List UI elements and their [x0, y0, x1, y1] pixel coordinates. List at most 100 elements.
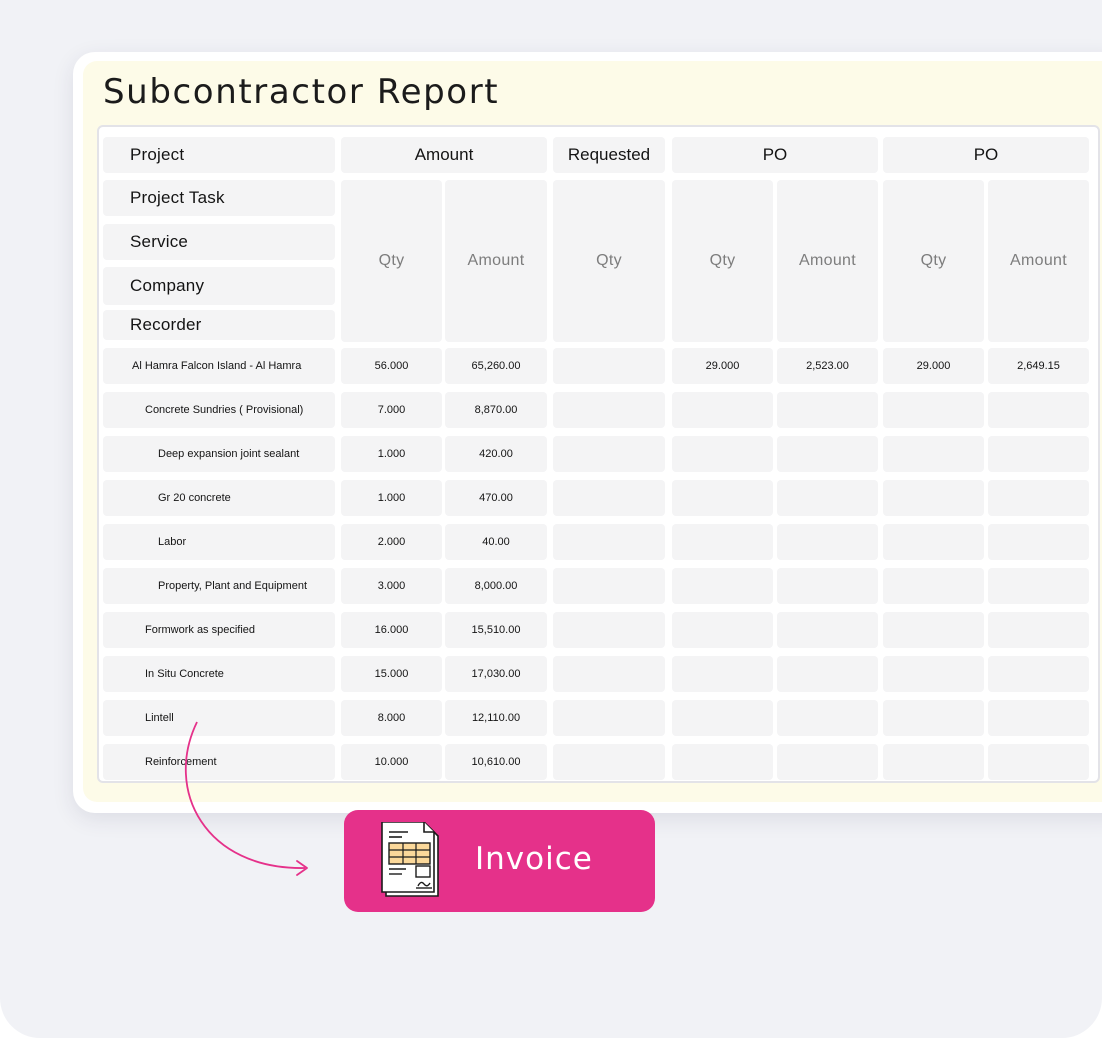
cell-requested-qty [553, 348, 665, 384]
cell-po1-qty [672, 612, 773, 648]
invoice-button-label: Invoice [475, 841, 593, 877]
cell-po2-amount [988, 392, 1089, 428]
cell-po1-amount: 2,523.00 [777, 348, 878, 384]
table-row-label: Lintell [103, 700, 335, 736]
cell-po2-amount [988, 480, 1089, 516]
cell-qty: 2.000 [341, 524, 442, 560]
cell-po1-qty [672, 744, 773, 780]
cell-po2-qty [883, 480, 984, 516]
cell-requested-qty [553, 392, 665, 428]
cell-po2-amount [988, 744, 1089, 780]
cell-po1-amount [777, 568, 878, 604]
cell-requested-qty [553, 700, 665, 736]
header-po2-amount: Amount [988, 180, 1089, 342]
cell-po2-qty [883, 568, 984, 604]
cell-requested-qty [553, 524, 665, 560]
table-row-label: Property, Plant and Equipment [103, 568, 335, 604]
table-row-label: Concrete Sundries ( Provisional) [103, 392, 335, 428]
invoice-document-icon [381, 822, 439, 897]
cell-amount: 8,870.00 [445, 392, 547, 428]
cell-amount: 8,000.00 [445, 568, 547, 604]
cell-amount: 470.00 [445, 480, 547, 516]
cell-po2-amount [988, 700, 1089, 736]
cell-po2-amount [988, 612, 1089, 648]
header-po1-qty: Qty [672, 180, 773, 342]
cell-requested-qty [553, 612, 665, 648]
cell-qty: 8.000 [341, 700, 442, 736]
cell-qty: 16.000 [341, 612, 442, 648]
cell-amount: 420.00 [445, 436, 547, 472]
header-amount-amount: Amount [445, 180, 547, 342]
cell-po1-amount [777, 656, 878, 692]
table-row-label: Deep expansion joint sealant [103, 436, 335, 472]
cell-po2-amount [988, 436, 1089, 472]
cell-qty: 56.000 [341, 348, 442, 384]
cell-po2-amount [988, 524, 1089, 560]
cell-po2-qty [883, 392, 984, 428]
cell-requested-qty [553, 656, 665, 692]
cell-po1-qty [672, 568, 773, 604]
header-po2-qty: Qty [883, 180, 984, 342]
dimension-label: Project Task [103, 180, 335, 216]
cell-requested-qty [553, 568, 665, 604]
cell-po2-qty [883, 436, 984, 472]
cell-po1-amount [777, 700, 878, 736]
header-po-group-1: PO [672, 137, 878, 173]
cell-po2-qty [883, 700, 984, 736]
table-row-label: Al Hamra Falcon Island - Al Hamra [103, 348, 335, 384]
cell-po2-amount [988, 568, 1089, 604]
cell-po1-amount [777, 612, 878, 648]
cell-po2-qty [883, 612, 984, 648]
cell-po1-qty [672, 392, 773, 428]
cell-qty: 1.000 [341, 480, 442, 516]
cell-amount: 17,030.00 [445, 656, 547, 692]
cell-po2-qty [883, 524, 984, 560]
cell-qty: 1.000 [341, 436, 442, 472]
cell-po2-qty [883, 656, 984, 692]
dimension-label: Company [103, 267, 335, 305]
cell-po1-qty [672, 700, 773, 736]
cell-po1-amount [777, 392, 878, 428]
header-project: Project [103, 137, 335, 173]
cell-po1-qty [672, 436, 773, 472]
cell-po1-amount [777, 480, 878, 516]
cell-po2-amount: 2,649.15 [988, 348, 1089, 384]
cell-po2-qty: 29.000 [883, 348, 984, 384]
table-row-label: Gr 20 concrete [103, 480, 335, 516]
cell-qty: 3.000 [341, 568, 442, 604]
cell-po1-qty [672, 656, 773, 692]
table-row-label: Labor [103, 524, 335, 560]
cell-po1-qty [672, 524, 773, 560]
cell-po1-amount [777, 744, 878, 780]
header-amount-group: Amount [341, 137, 547, 173]
header-po-group-2: PO [883, 137, 1089, 173]
cell-amount: 15,510.00 [445, 612, 547, 648]
dimension-label: Recorder [103, 310, 335, 340]
invoice-button[interactable]: Invoice [344, 810, 655, 912]
cell-po2-amount [988, 656, 1089, 692]
cell-amount: 12,110.00 [445, 700, 547, 736]
cell-requested-qty [553, 436, 665, 472]
header-amount-qty: Qty [341, 180, 442, 342]
cell-po1-qty [672, 480, 773, 516]
cell-po1-amount [777, 524, 878, 560]
cell-amount: 65,260.00 [445, 348, 547, 384]
header-requested-group: Requested [553, 137, 665, 173]
cell-po2-qty [883, 744, 984, 780]
cell-amount: 10,610.00 [445, 744, 547, 780]
header-requested-qty: Qty [553, 180, 665, 342]
header-po1-amount: Amount [777, 180, 878, 342]
table-row-label: Reinforcement [103, 744, 335, 780]
cell-qty: 10.000 [341, 744, 442, 780]
report-title: Subcontractor Report [103, 72, 500, 112]
cell-po1-amount [777, 436, 878, 472]
cell-amount: 40.00 [445, 524, 547, 560]
cell-requested-qty [553, 480, 665, 516]
dimension-label: Service [103, 224, 335, 260]
cell-qty: 15.000 [341, 656, 442, 692]
table-row-label: In Situ Concrete [103, 656, 335, 692]
cell-requested-qty [553, 744, 665, 780]
cell-po1-qty: 29.000 [672, 348, 773, 384]
cell-qty: 7.000 [341, 392, 442, 428]
